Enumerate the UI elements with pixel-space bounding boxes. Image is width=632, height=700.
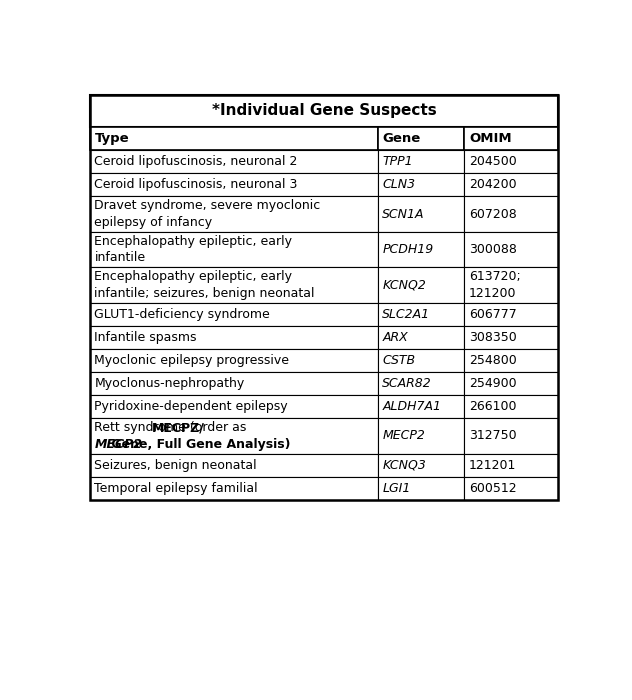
Text: Ceroid lipofuscinosis, neuronal 2: Ceroid lipofuscinosis, neuronal 2 [95, 155, 298, 168]
Text: MECP2: MECP2 [382, 429, 425, 442]
Bar [90, 477, 378, 500]
Bar [465, 454, 558, 477]
Bar [90, 197, 378, 232]
Bar [465, 418, 558, 454]
Text: 607208: 607208 [469, 208, 517, 220]
Bar [90, 232, 378, 267]
Text: CSTB: CSTB [382, 354, 415, 367]
Text: Type: Type [95, 132, 129, 145]
Bar [90, 326, 378, 349]
Bar [90, 395, 378, 418]
Bar [378, 127, 465, 150]
Bar [465, 232, 558, 267]
Text: 308350: 308350 [469, 331, 517, 344]
Bar [378, 197, 465, 232]
Text: infantile: infantile [95, 251, 145, 264]
Text: 600512: 600512 [469, 482, 516, 495]
Bar [465, 302, 558, 326]
Text: Seizures, benign neonatal: Seizures, benign neonatal [95, 458, 257, 472]
Bar [378, 372, 465, 395]
Text: SLC2A1: SLC2A1 [382, 308, 430, 321]
Text: 312750: 312750 [469, 429, 516, 442]
Text: TPP1: TPP1 [382, 155, 413, 168]
Text: CLN3: CLN3 [382, 178, 415, 191]
Text: 300088: 300088 [469, 243, 517, 256]
Text: LGI1: LGI1 [382, 482, 411, 495]
Bar [378, 418, 465, 454]
Text: KCNQ3: KCNQ3 [382, 458, 426, 472]
Text: 613720;: 613720; [469, 270, 521, 284]
Text: 204500: 204500 [469, 155, 517, 168]
Text: OMIM: OMIM [469, 132, 512, 145]
Bar [378, 302, 465, 326]
Text: MECP2: MECP2 [95, 438, 142, 451]
Bar [90, 94, 558, 500]
Text: epilepsy of infancy: epilepsy of infancy [95, 216, 212, 229]
Text: PCDH19: PCDH19 [382, 243, 434, 256]
Bar [465, 395, 558, 418]
Text: Pyridoxine-dependent epilepsy: Pyridoxine-dependent epilepsy [95, 400, 288, 413]
Text: 121200: 121200 [469, 286, 516, 300]
Text: Temporal epilepsy familial: Temporal epilepsy familial [95, 482, 258, 495]
Text: Encephalopathy epileptic, early: Encephalopathy epileptic, early [95, 235, 293, 248]
Text: 254900: 254900 [469, 377, 516, 390]
Bar [465, 372, 558, 395]
Text: GLUT1-deficiency syndrome: GLUT1-deficiency syndrome [95, 308, 270, 321]
Bar [90, 349, 378, 372]
Text: SCN1A: SCN1A [382, 208, 425, 220]
Bar [465, 326, 558, 349]
Text: Ceroid lipofuscinosis, neuronal 3: Ceroid lipofuscinosis, neuronal 3 [95, 178, 298, 191]
Text: Gene: Gene [382, 132, 421, 145]
Bar [465, 477, 558, 500]
Bar [378, 232, 465, 267]
Text: 121201: 121201 [469, 458, 516, 472]
Text: Gene, Full Gene Analysis): Gene, Full Gene Analysis) [107, 438, 291, 451]
Text: Rett syndrome (order as: Rett syndrome (order as [95, 421, 251, 434]
Bar [378, 326, 465, 349]
Bar [465, 267, 558, 302]
Text: Dravet syndrome, severe myoclonic: Dravet syndrome, severe myoclonic [95, 199, 321, 213]
Text: ALDH7A1: ALDH7A1 [382, 400, 441, 413]
Text: 254800: 254800 [469, 354, 517, 367]
Bar [90, 267, 378, 302]
Text: Myoclonic epilepsy progressive: Myoclonic epilepsy progressive [95, 354, 289, 367]
Bar [465, 127, 558, 150]
Bar [378, 395, 465, 418]
Bar [465, 174, 558, 197]
Bar [90, 174, 378, 197]
Text: infantile; seizures, benign neonatal: infantile; seizures, benign neonatal [95, 286, 315, 300]
Text: 266100: 266100 [469, 400, 516, 413]
Bar [378, 454, 465, 477]
Bar [465, 349, 558, 372]
Text: Encephalopathy epileptic, early: Encephalopathy epileptic, early [95, 270, 293, 284]
Text: Infantile spasms: Infantile spasms [95, 331, 197, 344]
Bar [90, 418, 378, 454]
Bar [465, 197, 558, 232]
Bar [465, 150, 558, 174]
Bar [378, 267, 465, 302]
Bar [378, 349, 465, 372]
Text: SCAR82: SCAR82 [382, 377, 432, 390]
Text: Myoclonus-nephropathy: Myoclonus-nephropathy [95, 377, 245, 390]
Bar [378, 174, 465, 197]
Text: *Individual Gene Suspects: *Individual Gene Suspects [212, 104, 436, 118]
Text: KCNQ2: KCNQ2 [382, 279, 426, 291]
Bar [90, 302, 378, 326]
Text: MECPZ/: MECPZ/ [152, 421, 205, 434]
Bar [90, 150, 378, 174]
Bar [378, 477, 465, 500]
Text: ARX: ARX [382, 331, 408, 344]
Bar [378, 150, 465, 174]
Bar [90, 127, 378, 150]
Bar [90, 372, 378, 395]
Text: 606777: 606777 [469, 308, 517, 321]
Text: 204200: 204200 [469, 178, 516, 191]
Bar [90, 94, 558, 127]
Bar [90, 454, 378, 477]
